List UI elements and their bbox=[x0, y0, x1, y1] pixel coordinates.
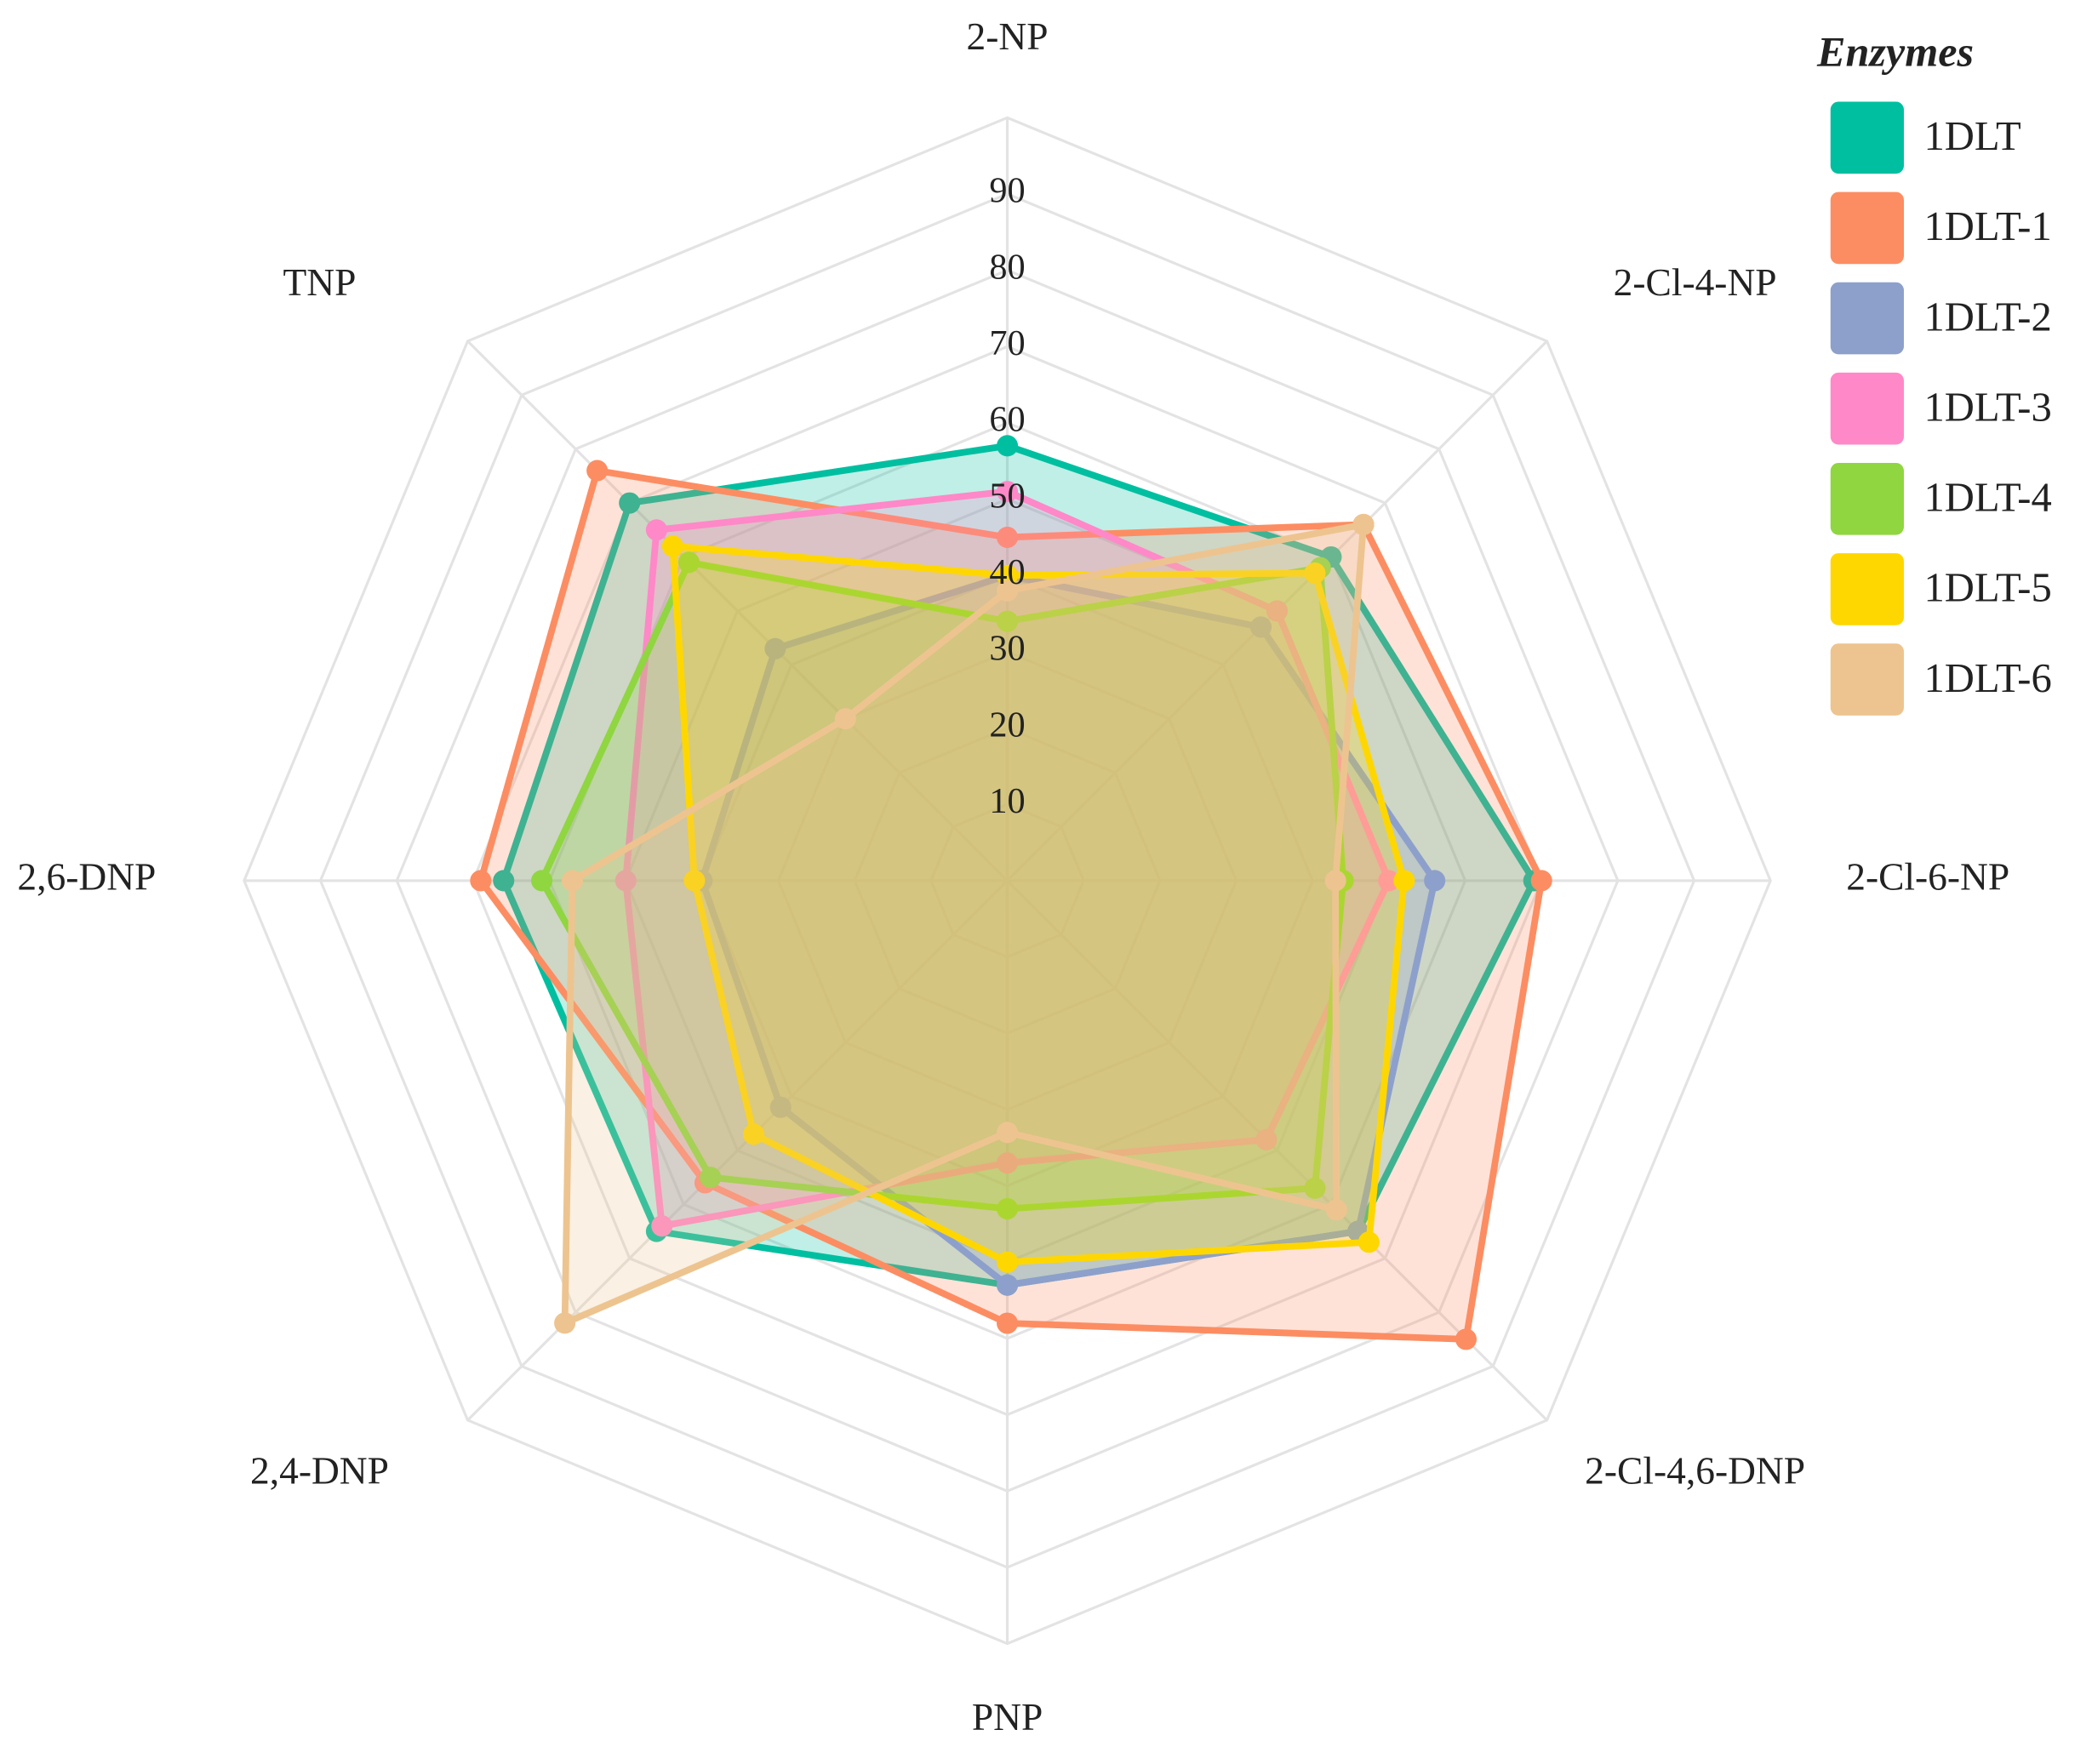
radar-point bbox=[683, 870, 706, 892]
series bbox=[661, 535, 1415, 1273]
category-label: PNP bbox=[972, 1695, 1043, 1738]
category-label: 2-Cl-6-NP bbox=[1846, 854, 2009, 898]
radar-point bbox=[996, 610, 1019, 632]
radar-point bbox=[742, 1123, 765, 1145]
radar-point bbox=[834, 708, 856, 730]
radar-point bbox=[1358, 1231, 1380, 1253]
radar-point bbox=[996, 481, 1019, 503]
category-label: TNP bbox=[283, 260, 357, 304]
category-label: 2-Cl-4,6-DNP bbox=[1585, 1449, 1805, 1493]
radar-point bbox=[554, 1312, 576, 1334]
radar-point bbox=[614, 870, 637, 892]
radar-point bbox=[1304, 1177, 1326, 1199]
radar-point bbox=[677, 551, 700, 574]
radar-point bbox=[645, 519, 667, 541]
r-tick-label: 70 bbox=[989, 323, 1025, 363]
radar-point bbox=[1352, 513, 1375, 536]
legend-label: 1DLT-4 bbox=[1923, 475, 2051, 521]
r-tick-label: 90 bbox=[989, 171, 1025, 211]
radar-point bbox=[1378, 870, 1400, 892]
category-label: 2,4-DNP bbox=[250, 1449, 389, 1493]
series bbox=[554, 513, 1375, 1334]
radar-point bbox=[661, 535, 683, 557]
radar-point bbox=[700, 1167, 722, 1189]
radar-point bbox=[1255, 1128, 1277, 1150]
radar-point bbox=[996, 1122, 1019, 1144]
r-tick-label: 80 bbox=[989, 247, 1025, 287]
r-tick-label: 30 bbox=[989, 629, 1025, 669]
r-tick-label: 60 bbox=[989, 400, 1025, 440]
legend-swatch bbox=[1830, 101, 1904, 174]
radar-point bbox=[769, 1096, 792, 1118]
legend-label: 1DLT-3 bbox=[1923, 384, 2051, 430]
radar-point bbox=[470, 870, 492, 892]
axis-line bbox=[1006, 879, 1548, 1422]
radar-point bbox=[996, 526, 1019, 548]
r-tick-label: 20 bbox=[989, 705, 1025, 745]
radar-point bbox=[493, 870, 515, 892]
legend-swatch bbox=[1830, 191, 1904, 265]
radar-point bbox=[1393, 870, 1415, 892]
legend-label: 1DLT-6 bbox=[1923, 655, 2051, 701]
legend-swatch bbox=[1830, 282, 1904, 355]
category-label: 2,6-DNP bbox=[17, 854, 156, 898]
r-tick-label: 40 bbox=[989, 552, 1025, 592]
radar-point bbox=[531, 870, 553, 892]
legend-label: 1DLT bbox=[1923, 113, 2021, 159]
radar-point bbox=[996, 579, 1019, 602]
legend-swatch bbox=[1830, 462, 1904, 535]
radar-point bbox=[1266, 600, 1289, 622]
radar-point bbox=[996, 564, 1019, 586]
radar-point bbox=[996, 1274, 1019, 1296]
category-label: 2-Cl-4-NP bbox=[1614, 260, 1777, 304]
radar-point bbox=[996, 435, 1019, 457]
radar-point bbox=[996, 1312, 1019, 1334]
radar-point bbox=[586, 460, 609, 482]
radar-point bbox=[996, 1152, 1019, 1174]
radar-point bbox=[1325, 1199, 1347, 1221]
radar-point bbox=[1530, 870, 1552, 892]
radar-point bbox=[1249, 616, 1272, 638]
radar-point bbox=[764, 637, 786, 659]
legend-title: Enzymes bbox=[1816, 28, 1974, 76]
category-label: 2-NP bbox=[967, 14, 1049, 58]
legend-swatch bbox=[1830, 643, 1904, 716]
axis-line bbox=[466, 340, 1009, 882]
legend-label: 1DLT-5 bbox=[1923, 565, 2051, 611]
radar-point bbox=[651, 1215, 673, 1237]
r-tick-label: 50 bbox=[989, 476, 1025, 516]
series bbox=[531, 551, 1354, 1220]
legend-label: 1DLT-1 bbox=[1923, 203, 2051, 249]
legend-swatch bbox=[1830, 553, 1904, 625]
legend-label: 1DLT-2 bbox=[1923, 294, 2051, 340]
radar-point bbox=[1304, 562, 1326, 585]
radar-point bbox=[996, 1251, 1019, 1273]
radar-point bbox=[619, 492, 641, 514]
radar-point bbox=[996, 1197, 1019, 1220]
radar-point bbox=[561, 870, 583, 892]
radar-point bbox=[1324, 870, 1346, 892]
legend-swatch bbox=[1830, 372, 1904, 445]
radar-point bbox=[1424, 870, 1446, 892]
radar-point bbox=[1455, 1328, 1478, 1350]
r-tick-label: 10 bbox=[989, 781, 1025, 821]
